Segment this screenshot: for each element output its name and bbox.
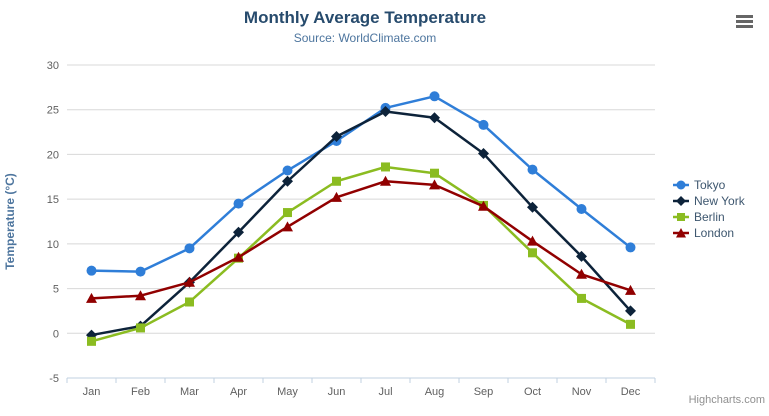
data-point[interactable] [332, 176, 341, 186]
data-point[interactable] [576, 268, 587, 279]
data-point[interactable] [184, 276, 195, 287]
data-point[interactable] [86, 265, 97, 276]
data-point[interactable] [429, 112, 440, 124]
legend-item-label: Berlin [694, 210, 725, 224]
series-line [90, 180, 632, 300]
series-london[interactable] [86, 175, 636, 303]
data-point[interactable] [625, 242, 636, 253]
data-point[interactable] [429, 91, 440, 102]
legend: Tokyo New York Berlin London [673, 177, 745, 241]
highcharts-credits[interactable]: Highcharts.com [688, 394, 765, 406]
triangle-legend-marker-icon [673, 228, 689, 238]
data-point[interactable] [527, 235, 538, 246]
series-line [90, 110, 632, 337]
legend-item-label: London [694, 226, 735, 240]
data-point[interactable] [282, 175, 293, 187]
circle-legend-marker-icon [673, 180, 689, 190]
chart-title: Monthly Average Temperature [243, 8, 487, 27]
hamburger-icon [736, 25, 753, 28]
data-point[interactable] [233, 198, 244, 209]
data-point[interactable] [331, 191, 342, 202]
data-point[interactable] [527, 201, 538, 213]
data-point[interactable] [478, 119, 489, 130]
data-point[interactable] [626, 319, 635, 329]
x-axis-label: Jun [328, 386, 346, 398]
hamburger-icon [736, 15, 753, 18]
data-point[interactable] [381, 162, 390, 172]
x-axis-label: Aug [425, 386, 445, 398]
export-menu-button[interactable] [736, 15, 753, 29]
data-point[interactable] [283, 208, 292, 218]
data-point[interactable] [282, 165, 293, 176]
series-tokyo[interactable] [86, 91, 636, 277]
data-point[interactable] [576, 250, 587, 262]
data-point[interactable] [86, 292, 97, 303]
data-point[interactable] [233, 251, 244, 262]
data-point[interactable] [625, 284, 636, 295]
x-axis-label: Jul [378, 386, 392, 398]
y-axis-label: 10 [47, 239, 59, 251]
y-axis-label: 0 [53, 328, 59, 340]
data-point[interactable] [478, 148, 489, 160]
data-point[interactable] [87, 336, 96, 346]
x-axis-label: Dec [621, 386, 641, 398]
y-axis-label: 15 [47, 194, 59, 206]
chart-subtitle: Source: WorldClimate.com [293, 31, 437, 45]
hamburger-icon [736, 20, 753, 23]
y-axis-title: Temperature (°C) [3, 173, 17, 270]
data-point[interactable] [430, 168, 439, 178]
data-point[interactable] [577, 293, 586, 303]
legend-item-tokyo[interactable]: Tokyo [673, 177, 745, 193]
data-point[interactable] [478, 200, 489, 211]
data-point[interactable] [136, 323, 145, 333]
y-axis-label: -5 [49, 373, 59, 385]
legend-item-label: New York [694, 194, 745, 208]
series-new-york[interactable] [86, 106, 636, 341]
x-axis-label: Jan [83, 386, 101, 398]
x-axis-label: Oct [524, 386, 541, 398]
data-point[interactable] [135, 290, 146, 301]
x-axis-label: Sep [474, 386, 494, 398]
x-axis-label: May [277, 386, 298, 398]
x-axis-label: Nov [572, 386, 592, 398]
legend-item-label: Tokyo [694, 178, 726, 192]
data-point[interactable] [380, 106, 391, 118]
x-axis-label: Mar [180, 386, 199, 398]
series-line [90, 95, 632, 273]
x-axis-label: Apr [230, 386, 247, 398]
data-point[interactable] [380, 175, 391, 186]
data-point[interactable] [331, 131, 342, 143]
series-line [90, 165, 632, 343]
legend-item-new-york[interactable]: New York [673, 193, 745, 209]
data-point[interactable] [625, 305, 636, 317]
y-axis-label: 30 [47, 60, 59, 72]
data-point[interactable] [233, 226, 244, 238]
y-axis-label: 25 [47, 105, 59, 117]
data-point[interactable] [135, 266, 146, 277]
data-point[interactable] [282, 221, 293, 232]
x-axis-label: Feb [131, 386, 150, 398]
diamond-legend-marker-icon [673, 196, 689, 206]
legend-item-berlin[interactable]: Berlin [673, 209, 745, 225]
data-point[interactable] [429, 179, 440, 190]
data-point[interactable] [527, 164, 538, 175]
data-point[interactable] [185, 297, 194, 307]
square-legend-marker-icon [673, 213, 689, 221]
data-point[interactable] [184, 243, 195, 254]
data-point[interactable] [576, 203, 587, 214]
legend-item-london[interactable]: London [673, 225, 745, 241]
y-axis-label: 20 [47, 149, 59, 161]
y-axis-label: 5 [53, 284, 59, 296]
data-point[interactable] [528, 248, 537, 258]
